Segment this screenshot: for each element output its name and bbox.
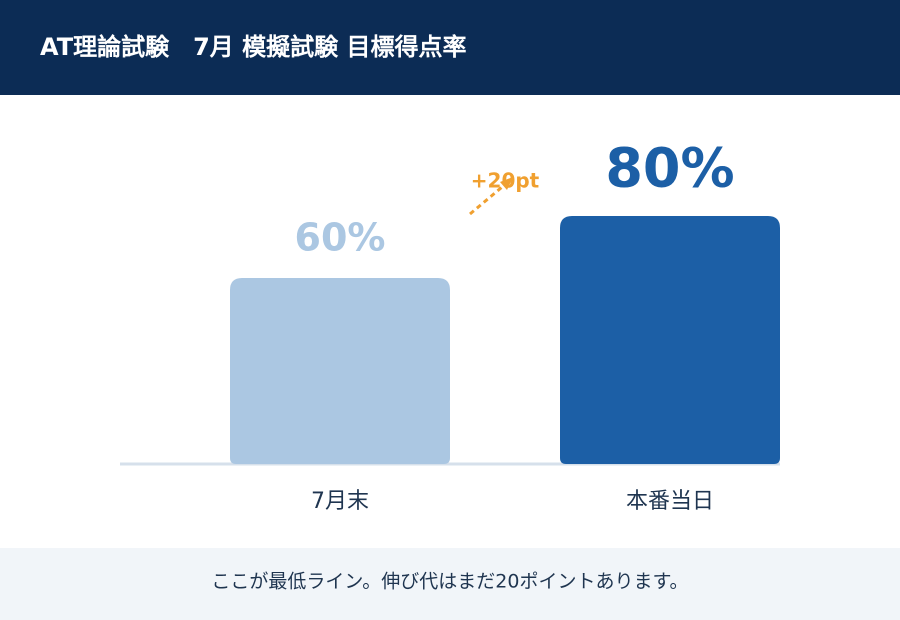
annotation: +20pt (471, 169, 540, 193)
annotation-arrowhead (500, 177, 513, 190)
value-label: 60% (295, 216, 386, 260)
x-tick-label: 本番当日 (626, 489, 714, 514)
x-tick-label: 7月末 (311, 489, 369, 514)
footnote: ここが最低ライン。伸び代はまだ20ポイントあります。 (211, 571, 688, 593)
bar (560, 216, 780, 464)
value-label: 80% (605, 137, 734, 200)
header (0, 0, 900, 95)
bar (230, 278, 450, 464)
chart-title: AT理論試験 7月 模擬試験 目標得点率 (40, 33, 467, 61)
footer (0, 548, 900, 620)
